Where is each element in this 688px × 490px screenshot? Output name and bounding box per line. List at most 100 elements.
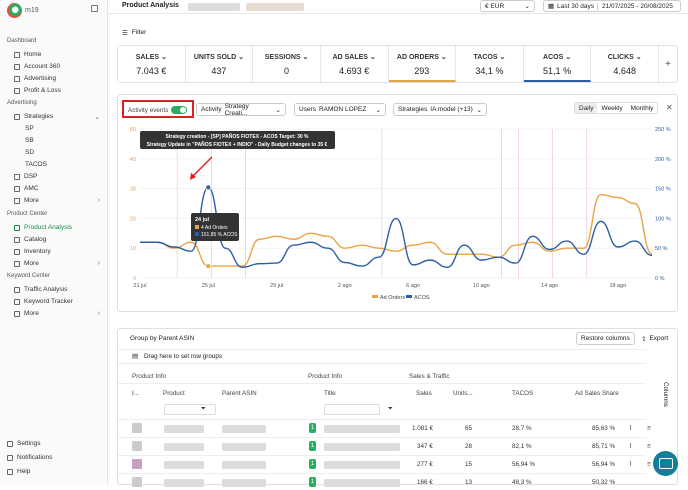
currency-select[interactable]: € EUR ⌄ [480,0,535,12]
kpi-clicks[interactable]: CLICKS ⌄ 4.648 [591,46,659,82]
menu-icon[interactable]: ≡ [647,443,651,450]
col-image[interactable]: I... [132,390,139,397]
row-group-dropzone[interactable]: ▤ Drag here to set row groups [118,349,646,364]
nav-settings[interactable]: Settings [7,438,93,449]
granularity-weekly[interactable]: Weekly [601,105,623,112]
add-kpi-button[interactable]: + [665,59,671,70]
chevron-down-icon: ⌄ [375,106,381,114]
cell-share: 50,32 % [592,479,616,486]
filter-button[interactable]: ☰ Filter [122,29,147,37]
cell-units: 28 [465,443,473,450]
globe-icon [14,173,20,180]
filter-icon[interactable]: ⏷ [201,406,206,412]
kpi-tacos[interactable]: TACOS ⌄ 34,1 % [456,46,524,82]
chart-icon[interactable]: ⌇ [629,425,633,432]
nav-sd[interactable]: SD [25,149,35,156]
account-selector[interactable] [246,3,304,11]
nav-more-ads[interactable]: More › [14,195,100,206]
nav-home[interactable]: Home [14,49,100,60]
nav-profit-loss[interactable]: Profit & Loss [14,85,100,96]
col-title[interactable]: Title [324,390,336,397]
nav-product-analysis[interactable]: Product Analysis [14,222,100,233]
chevron-down-icon: ⌄ [94,113,100,121]
close-icon[interactable]: ✕ [666,103,673,112]
section-keyword-center: Keyword Center [7,273,51,279]
cell-units: 13 [465,479,473,486]
nav-dsp[interactable]: DSP [14,171,100,182]
col-ad-sales-share[interactable]: Ad Sales Share [575,390,619,397]
chevron-right-icon: › [97,197,100,204]
home-icon [14,51,20,58]
export-button[interactable]: ⇪ Export [637,332,673,345]
kpi-ad-orders[interactable]: AD ORDERS ⌄ 293 [388,46,457,82]
traffic-icon [14,286,20,293]
toggle-switch[interactable] [171,106,188,114]
product-filter-input[interactable] [164,404,216,415]
activity-filter[interactable]: Activity Strategy Creati... ⌄ [196,103,286,117]
nav-sb[interactable]: SB [25,137,34,144]
kpi-units-sold[interactable]: UNITS SOLD ⌄ 437 [186,46,254,82]
menu-icon[interactable]: ≡ [647,425,651,432]
col-product[interactable]: Product [163,390,185,397]
chart-icon[interactable]: ⌇ [629,461,633,468]
nav-account-360[interactable]: Account 360 [14,61,100,72]
nav-amc[interactable]: AMC [14,183,100,194]
box-icon [14,185,20,192]
product-name [164,425,204,433]
strategies-filter[interactable]: Strategies IA model (+13) ⌄ [393,103,487,116]
nav-traffic-analysis[interactable]: Traffic Analysis [14,284,100,295]
col-units[interactable]: Units... [453,390,473,397]
catalog-icon [14,236,20,243]
product-name [164,461,204,469]
table-row[interactable]: 1 277 € 15 56,94 % 56,94 % ⌇ ≡ [118,455,651,472]
granularity-daily[interactable]: Daily [575,103,598,113]
nav-help[interactable]: Help [7,466,93,477]
nav-keyword-tracker[interactable]: Keyword Tracker [14,296,100,307]
cell-sales: 166 € [417,479,433,486]
nav-catalog[interactable]: Catalog [14,234,100,245]
megaphone-icon [14,75,20,82]
date-range-picker[interactable]: ▦ Last 30 days 21/07/2025 - 20/08/2025 [543,0,681,12]
menu-icon[interactable]: ≡ [647,461,651,468]
kpi-acos[interactable]: ACOS ⌄ 51,1 % [523,46,592,82]
granularity-monthly[interactable]: Monthly [630,105,654,112]
marketplace-selector[interactable] [188,3,240,11]
nav-sp[interactable]: SP [25,125,34,132]
chart-icon[interactable]: ⌇ [629,443,633,450]
restore-columns-button[interactable]: Restore columns [576,332,635,345]
col-sales[interactable]: Sales [416,390,432,397]
nav-more-product[interactable]: More › [14,258,100,269]
columns-panel-toggle[interactable]: Columns [662,382,669,407]
nav-advertising[interactable]: Advertising [14,73,100,84]
table-row[interactable]: 1 1.081 € 65 28,7 % 85,63 % ⌇ ≡ [118,419,651,436]
page-title: Product Analysis [122,2,179,9]
nav-more-keyword[interactable]: More › [14,308,100,319]
title-filter-input[interactable] [324,404,380,415]
section-advertising: Advertising [7,100,37,106]
nav-inventory[interactable]: Inventory [14,246,100,257]
bell-icon [7,454,13,461]
product-name [164,479,204,487]
cell-tacos: 82,1 % [512,443,532,450]
gear-icon [7,440,13,447]
col-tacos[interactable]: TACOS [512,390,534,397]
table-row[interactable]: 1 166 € 13 48,3 % 50,32 % [118,473,646,490]
sidebar-collapse-icon[interactable] [91,5,98,12]
kpi-sessions[interactable]: SESSIONS ⌄ 0 [253,46,321,82]
count-badge: 1 [309,441,316,451]
chevron-right-icon: › [97,310,100,317]
brand-logo [7,3,22,18]
group-icon: ▤ [132,353,138,360]
activity-events-toggle[interactable]: Activity events [128,104,188,116]
nav-notifications[interactable]: Notifications [7,452,93,463]
nav-tacos[interactable]: TACOS [25,161,47,168]
kpi-ad-sales[interactable]: AD SALES ⌄ 4.693 € [321,46,389,82]
kpi-sales[interactable]: SALES ⌄ 7.043 € [118,46,186,82]
chat-support-button[interactable] [653,451,678,476]
table-row[interactable]: 1 347 € 28 82,1 % 85,71 % ⌇ ≡ [118,437,651,454]
filter-icon[interactable]: ⏷ [388,406,393,412]
granularity-toggle: Daily Weekly Monthly [574,102,659,114]
col-parent-asin[interactable]: Parent ASIN [222,390,257,397]
users-filter[interactable]: Users RAMON LOPEZ ⌄ [294,103,386,116]
nav-strategies[interactable]: Strategies ⌄ [14,111,100,122]
